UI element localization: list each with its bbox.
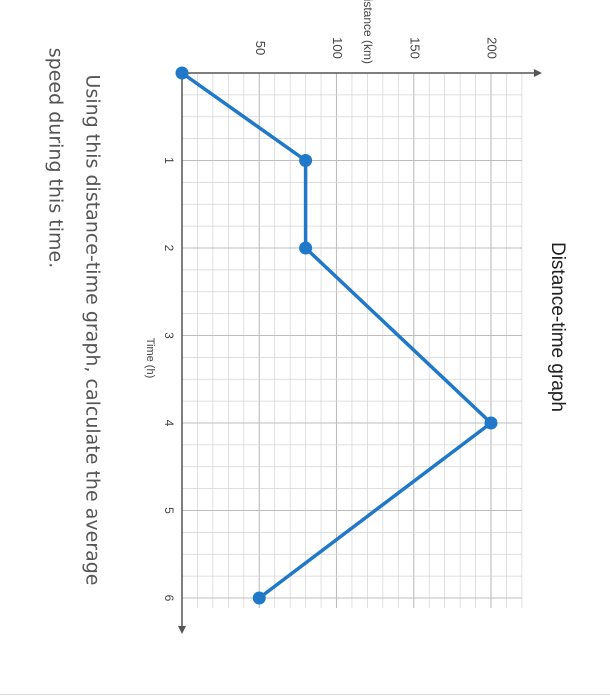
y-axis-label: Distance (km) (361, 0, 375, 64)
series-layer (175, 66, 498, 605)
data-point (175, 66, 189, 80)
data-point (484, 416, 498, 430)
data-point (252, 591, 266, 605)
data-point (299, 241, 313, 255)
time-tick-label: 4 (162, 420, 176, 427)
distance-tick-label: 50 (253, 41, 268, 55)
grid (182, 73, 523, 608)
time-tick-label: 1 (162, 157, 176, 164)
question-line-1: Using this distance-time graph, calculat… (82, 75, 104, 586)
distance-tick-label: 150 (407, 37, 422, 59)
distance-tick-label: 200 (485, 37, 500, 59)
question-line-2: speed during this time. (45, 48, 67, 268)
distance-tick-label: 100 (330, 37, 345, 59)
labels: Distance-time graph Distance (km) Time (… (45, 0, 568, 602)
chart-title: Distance-time graph (547, 242, 568, 412)
data-point (299, 154, 313, 167)
time-tick-label: 5 (162, 507, 176, 514)
distance-axis-arrow-icon (533, 69, 542, 77)
time-tick-label: 3 (162, 332, 176, 339)
time-tick-label: 2 (162, 245, 176, 252)
x-axis-label: Time (h) (144, 338, 156, 379)
time-tick-label: 6 (162, 595, 176, 602)
bottom-divider (0, 694, 610, 695)
time-axis-arrow-icon (178, 626, 186, 634)
axes (178, 69, 542, 634)
